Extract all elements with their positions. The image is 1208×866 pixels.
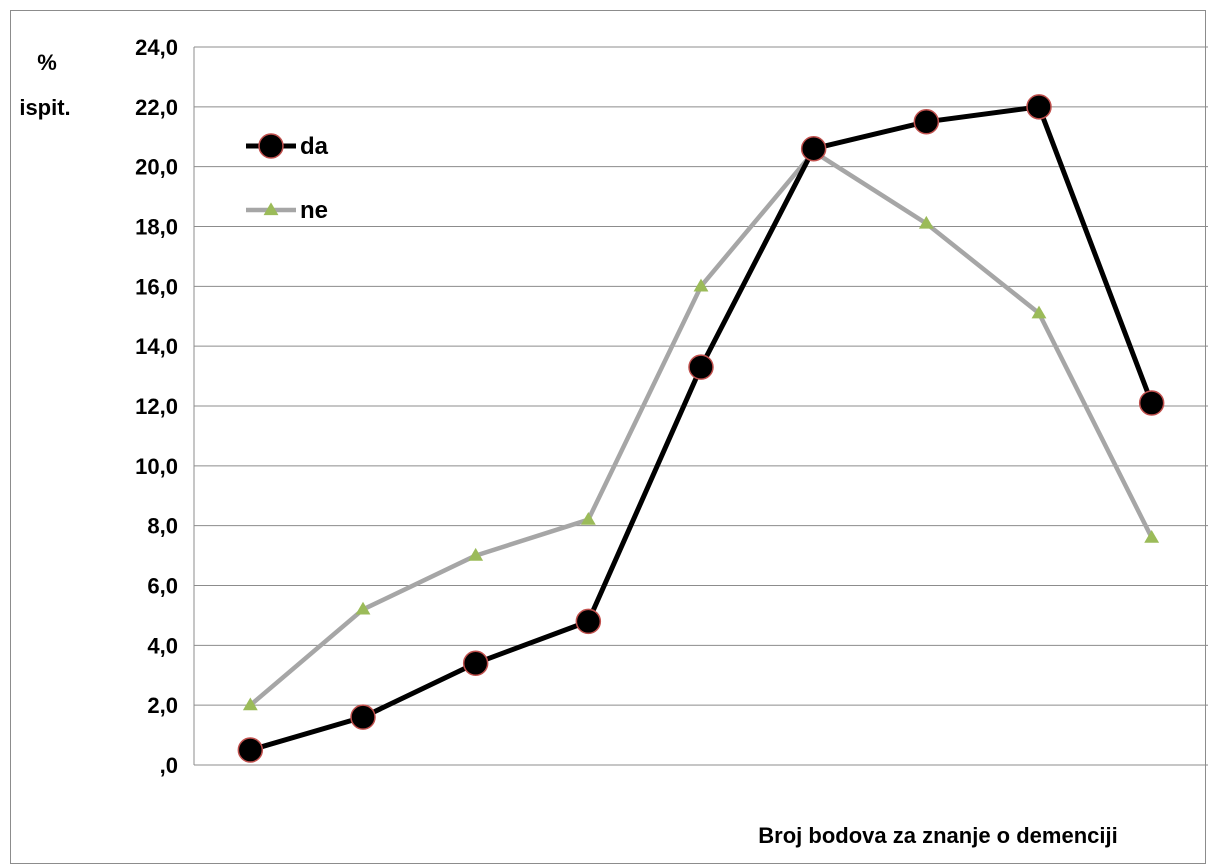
- y-tick-label: 2,0: [147, 693, 178, 718]
- data-point-da: [462, 650, 489, 677]
- data-point-ne: [1031, 305, 1047, 319]
- series-line-da: [249, 104, 1155, 753]
- data-point-ne: [918, 215, 934, 229]
- legend-label-da: da: [300, 133, 329, 160]
- legend: da ne: [246, 133, 329, 224]
- series-line-ne: [248, 149, 1154, 707]
- data-point-da: [800, 135, 827, 162]
- data-point-ne: [468, 547, 484, 561]
- data-point-ne: [580, 512, 596, 525]
- data-point-da: [237, 737, 264, 763]
- data-point-da: [688, 354, 714, 380]
- y-tick-label: 14,0: [135, 334, 178, 359]
- legend-label-ne: ne: [300, 197, 328, 224]
- y-tick-label: ,0: [160, 753, 178, 778]
- chart-frame: [10, 10, 1206, 864]
- y-tick-label: 22,0: [135, 95, 178, 120]
- y-axis-label-line: %: [37, 50, 57, 75]
- x-axis-label: Broj bodova za znanje o demenciji: [758, 823, 1117, 848]
- data-point-da: [1138, 390, 1165, 416]
- data-point-ne: [263, 202, 279, 216]
- y-tick-label: 8,0: [147, 514, 178, 539]
- y-tick-label: 4,0: [147, 633, 178, 658]
- data-point-da: [913, 109, 940, 135]
- series-layer: [237, 94, 1165, 763]
- y-tick-label: 6,0: [147, 574, 178, 599]
- gridlines: [193, 46, 1208, 766]
- y-tick-label: 16,0: [135, 274, 178, 299]
- data-point-ne: [693, 278, 709, 292]
- y-tick-labels: ,0 2,0 4,0 6,0 8,0 10,0 12,0 14,0 16,0 18,0 20,0 22…: [135, 35, 178, 778]
- data-point-da: [1026, 94, 1052, 120]
- y-axis-label: % ispit.: [19, 50, 70, 120]
- y-tick-label: 24,0: [135, 35, 178, 60]
- data-point-ne: [355, 601, 371, 615]
- data-point-ne: [242, 697, 258, 711]
- data-point-da: [350, 704, 376, 730]
- y-axis-label-line: ispit.: [19, 95, 70, 120]
- y-tick-label: 18,0: [135, 215, 178, 240]
- y-tick-label: 20,0: [135, 155, 178, 180]
- data-point-da: [258, 133, 284, 159]
- data-point-ne: [1144, 529, 1160, 543]
- y-tick-label: 10,0: [135, 454, 178, 479]
- y-tick-label: 12,0: [135, 394, 178, 419]
- data-point-da: [575, 608, 602, 635]
